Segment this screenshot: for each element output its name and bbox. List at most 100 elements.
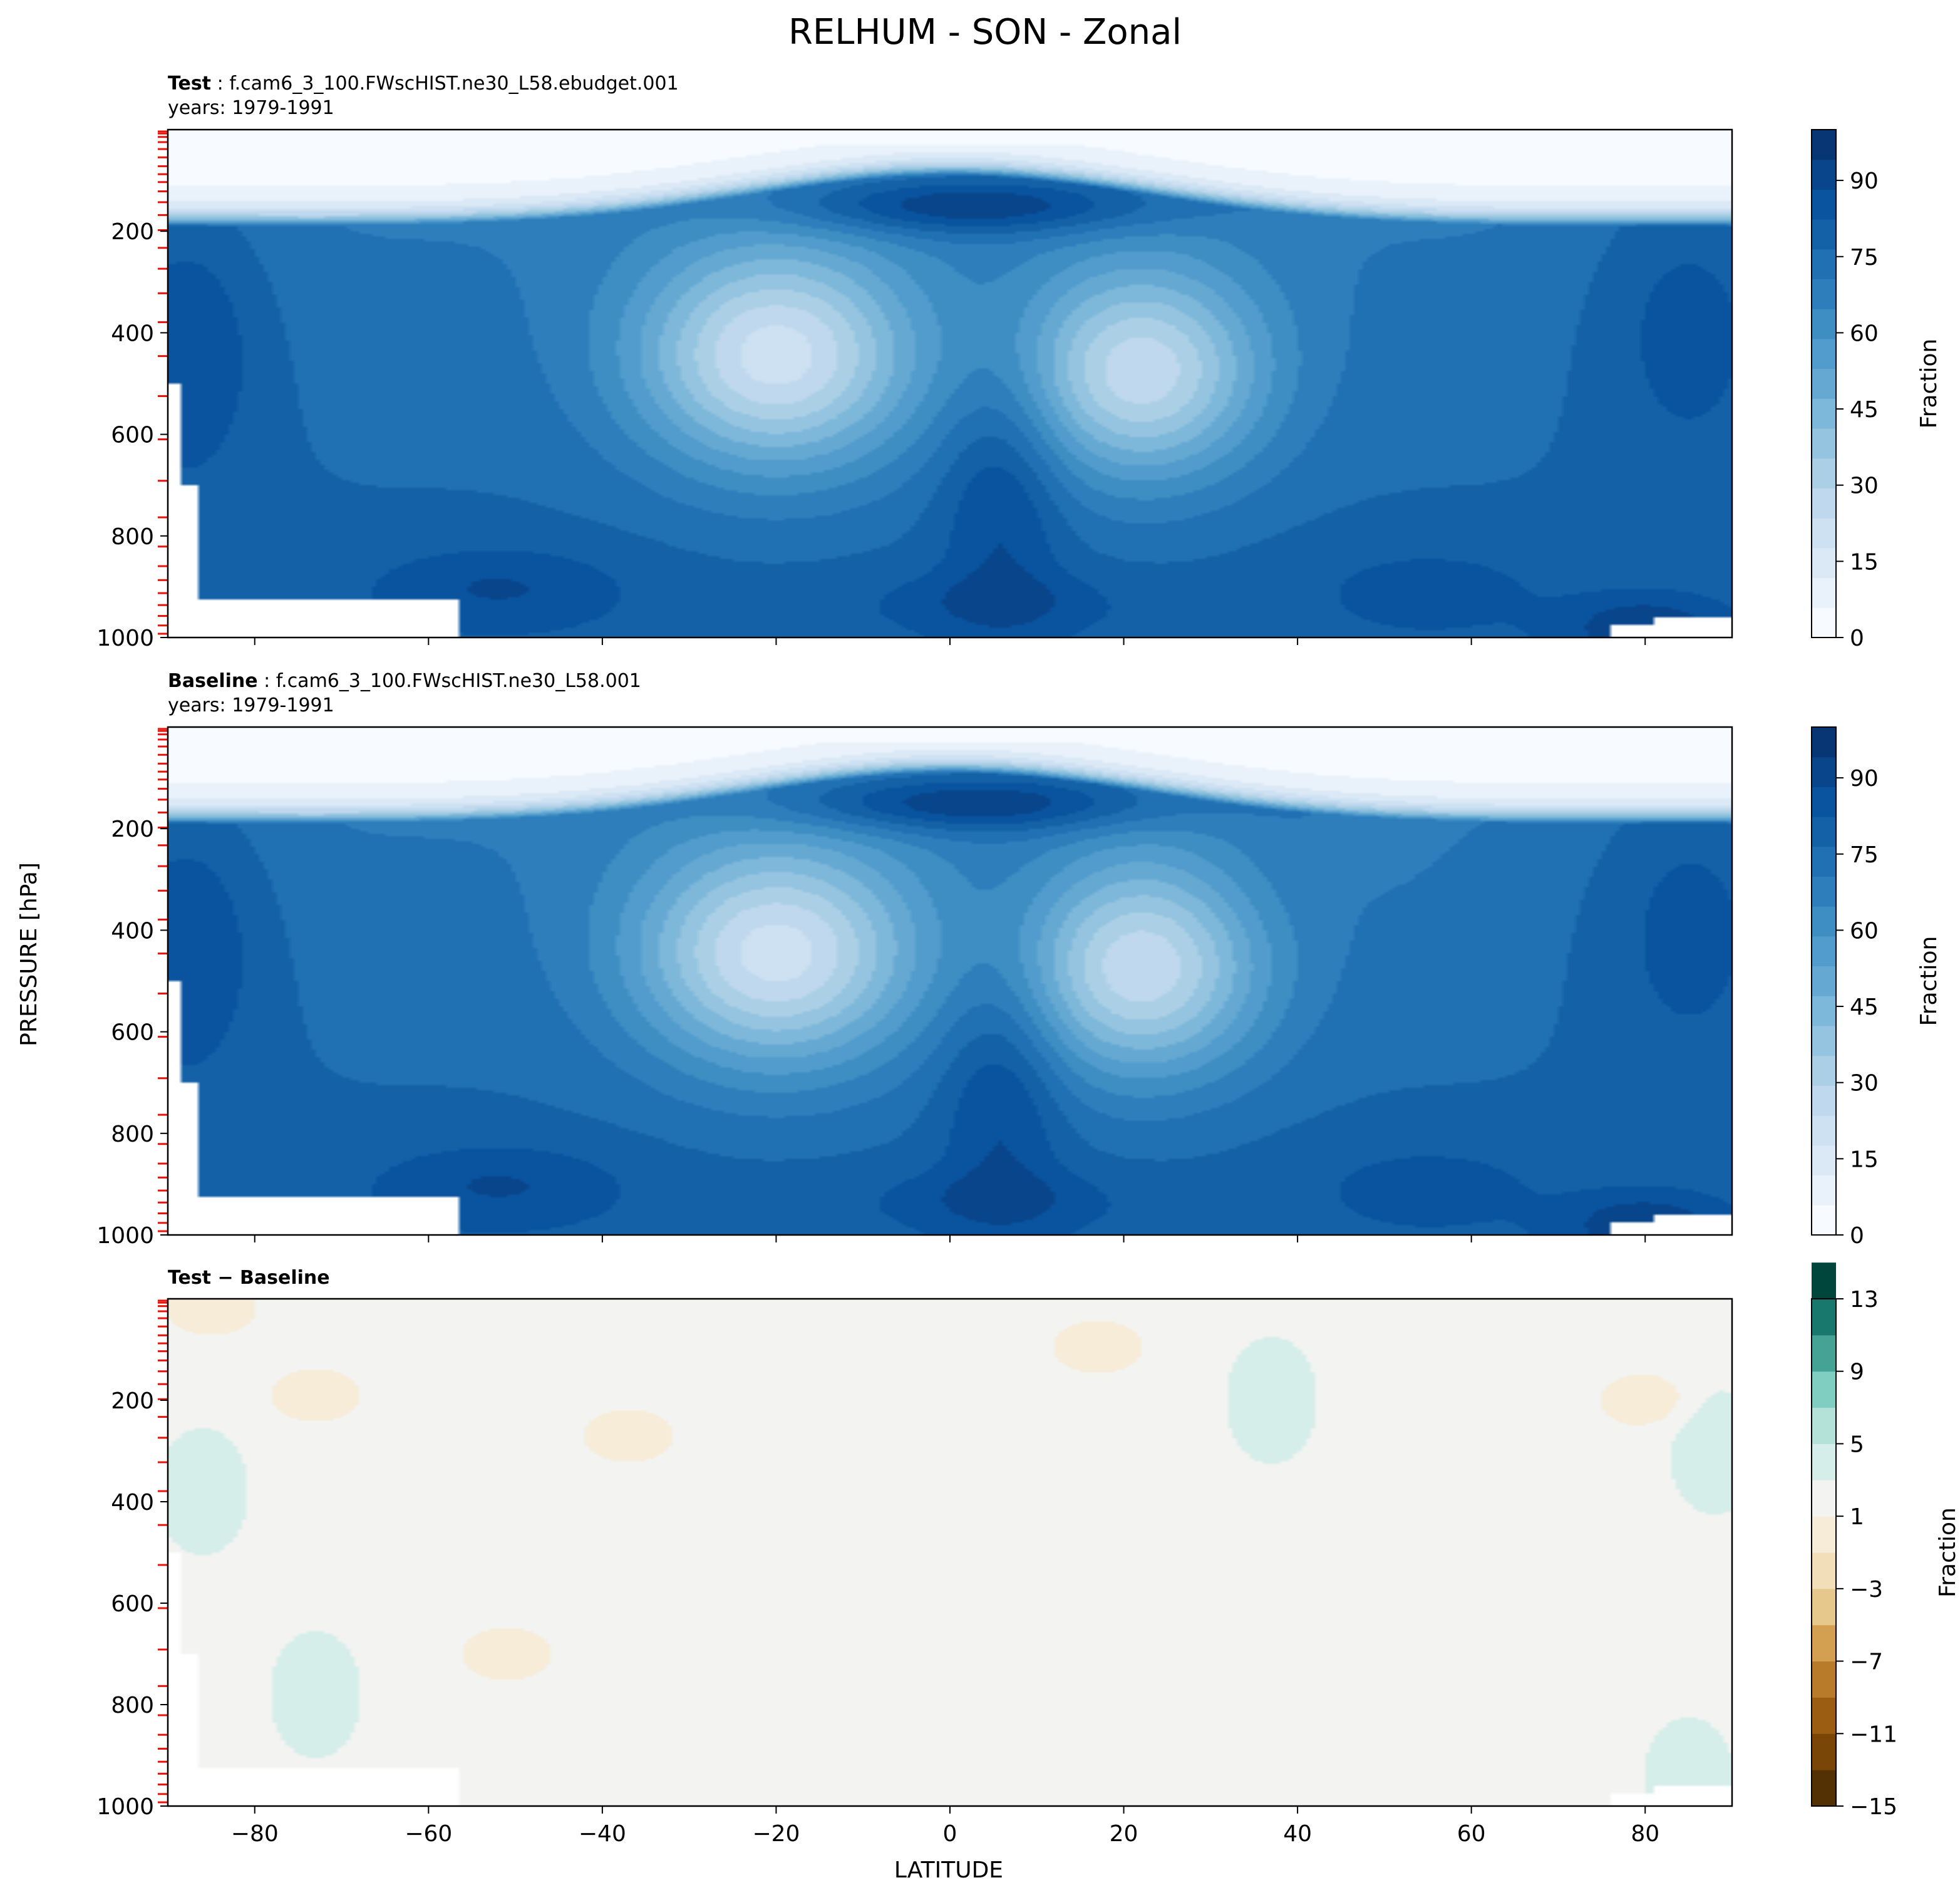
colorbar-tick-label: 60 [1850,918,1879,944]
y-tick-label: 600 [111,1020,154,1046]
colorbar-band [1812,966,1836,996]
colorbar-band [1812,607,1836,638]
panel-1: Test : f.cam6_3_100.FWscHIST.ne30_L58.eb… [96,73,1942,651]
panel-2-years: years: 1979-1991 [168,694,334,716]
figure-title: RELHUM - SON - Zonal [788,12,1182,53]
x-tick-label: 80 [1631,1821,1659,1847]
colorbar-frame [1811,1298,1837,1807]
colorbar-band [1812,1205,1836,1236]
colorbar-tick-label: 0 [1850,626,1864,651]
colorbar-tick-label: 30 [1850,1071,1879,1097]
colorbar-band [1812,309,1836,339]
colorbar-band [1812,338,1836,369]
colorbar-band [1812,1026,1836,1056]
colorbar-tick-label: −11 [1850,1722,1897,1747]
y-tick-label: 1000 [96,626,154,651]
colorbar-band [1812,1733,1836,1770]
x-tick-label: 60 [1457,1821,1486,1847]
colorbar-label: Fraction [1916,339,1942,429]
colorbar-band [1812,458,1836,488]
colorbar-tick-label: 15 [1850,549,1879,575]
colorbar-tick-label: 0 [1850,1223,1864,1249]
colorbar-tick-label: −3 [1850,1577,1883,1603]
x-tick-label: −20 [752,1821,800,1847]
x-tick-label: −80 [231,1821,279,1847]
panel-2-case-title: Baseline : f.cam6_3_100.FWscHIST.ne30_L5… [168,670,641,692]
colorbar-tick-label: −7 [1850,1650,1883,1675]
x-tick-label: 0 [943,1821,957,1847]
colorbar-band [1812,577,1836,608]
colorbar-label: Fraction [1935,1507,1960,1598]
panel-2: Baseline : f.cam6_3_100.FWscHIST.ne30_L5… [96,670,1942,1249]
colorbar-band [1812,1552,1836,1589]
colorbar-tick-label: 5 [1850,1432,1864,1457]
colorbar-band [1812,219,1836,250]
panel-1-years: years: 1979-1991 [168,97,334,119]
colorbar-band [1812,756,1836,787]
colorbar-band [1812,398,1836,429]
y-tick-label: 1000 [96,1794,154,1820]
colorbar-band [1812,1624,1836,1662]
colorbar-band [1812,368,1836,399]
colorbar-tick-label: 75 [1850,245,1879,271]
colorbar-band [1812,249,1836,280]
colorbar-tick-label: 45 [1850,397,1879,423]
shared-y-axis-label: PRESSURE [hPa] [16,862,42,1046]
colorbar-label: Fraction [1916,936,1942,1026]
y-tick-label: 600 [111,1591,154,1617]
panel-1-case-title: Test : f.cam6_3_100.FWscHIST.ne30_L58.eb… [168,73,679,95]
x-tick-label: −40 [579,1821,626,1847]
colorbar-band [1812,1145,1836,1176]
panel-3-contour-field [168,1299,1732,1806]
y-tick-label: 400 [111,918,154,944]
colorbar-band [1812,846,1836,877]
colorbar-band [1812,1299,1836,1336]
colorbar-tick-label: 15 [1850,1147,1879,1172]
colorbar-band [1812,547,1836,579]
x-tick-label: −60 [405,1821,452,1847]
colorbar-band [1812,488,1836,519]
colorbar-band [1812,787,1836,817]
colorbar-band [1812,159,1836,190]
colorbar-band [1812,1055,1836,1086]
colorbar-band [1812,727,1836,758]
panel-label: Baseline [168,670,258,692]
x-tick-label: 40 [1283,1821,1312,1847]
colorbar-band [1812,428,1836,459]
colorbar-tick-label: 90 [1850,168,1879,194]
colorbar-band [1812,1335,1836,1372]
panel-2-colorbar: 0 15 30 45 60 75 90 Fraction [1811,726,1942,1249]
y-tick-label: 800 [111,524,154,550]
colorbar-band [1812,1697,1836,1734]
colorbar-band [1812,518,1836,549]
colorbar-band [1812,906,1836,937]
colorbar-band [1812,1443,1836,1480]
colorbar-tick-label: 1 [1850,1504,1864,1530]
shared-x-axis-label: LATITUDE [894,1857,1003,1883]
panel-3-colorbar: −15 −11 −7 −3 1 5 9 13 Fraction [1811,1262,1960,1820]
y-tick-label: 1000 [96,1223,154,1249]
colorbar-band [1812,130,1836,160]
colorbar-band [1812,1175,1836,1206]
panel-1-contour-field [168,130,1732,638]
y-tick-label: 200 [111,219,154,245]
panel-label: Test [168,73,211,95]
y-tick-label: 600 [111,423,154,448]
colorbar-band [1812,1085,1836,1116]
colorbar-band [1812,1661,1836,1698]
panel-3-title: Test − Baseline [168,1267,330,1289]
colorbar-tick-label: 9 [1850,1360,1864,1385]
colorbar-band [1812,996,1836,1026]
colorbar-band [1812,936,1836,967]
colorbar-tick-label: 30 [1850,473,1879,499]
colorbar-band [1812,1588,1836,1626]
colorbar-band [1812,1115,1836,1146]
colorbar-band [1812,1770,1836,1807]
colorbar-tick-label: 45 [1850,994,1879,1020]
y-tick-label: 400 [111,321,154,346]
colorbar-band [1812,1407,1836,1444]
colorbar-tick-label: 60 [1850,321,1879,346]
colorbar-frame [1811,129,1837,638]
